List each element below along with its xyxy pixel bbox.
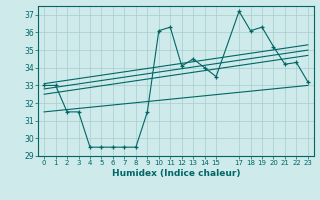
X-axis label: Humidex (Indice chaleur): Humidex (Indice chaleur) xyxy=(112,169,240,178)
